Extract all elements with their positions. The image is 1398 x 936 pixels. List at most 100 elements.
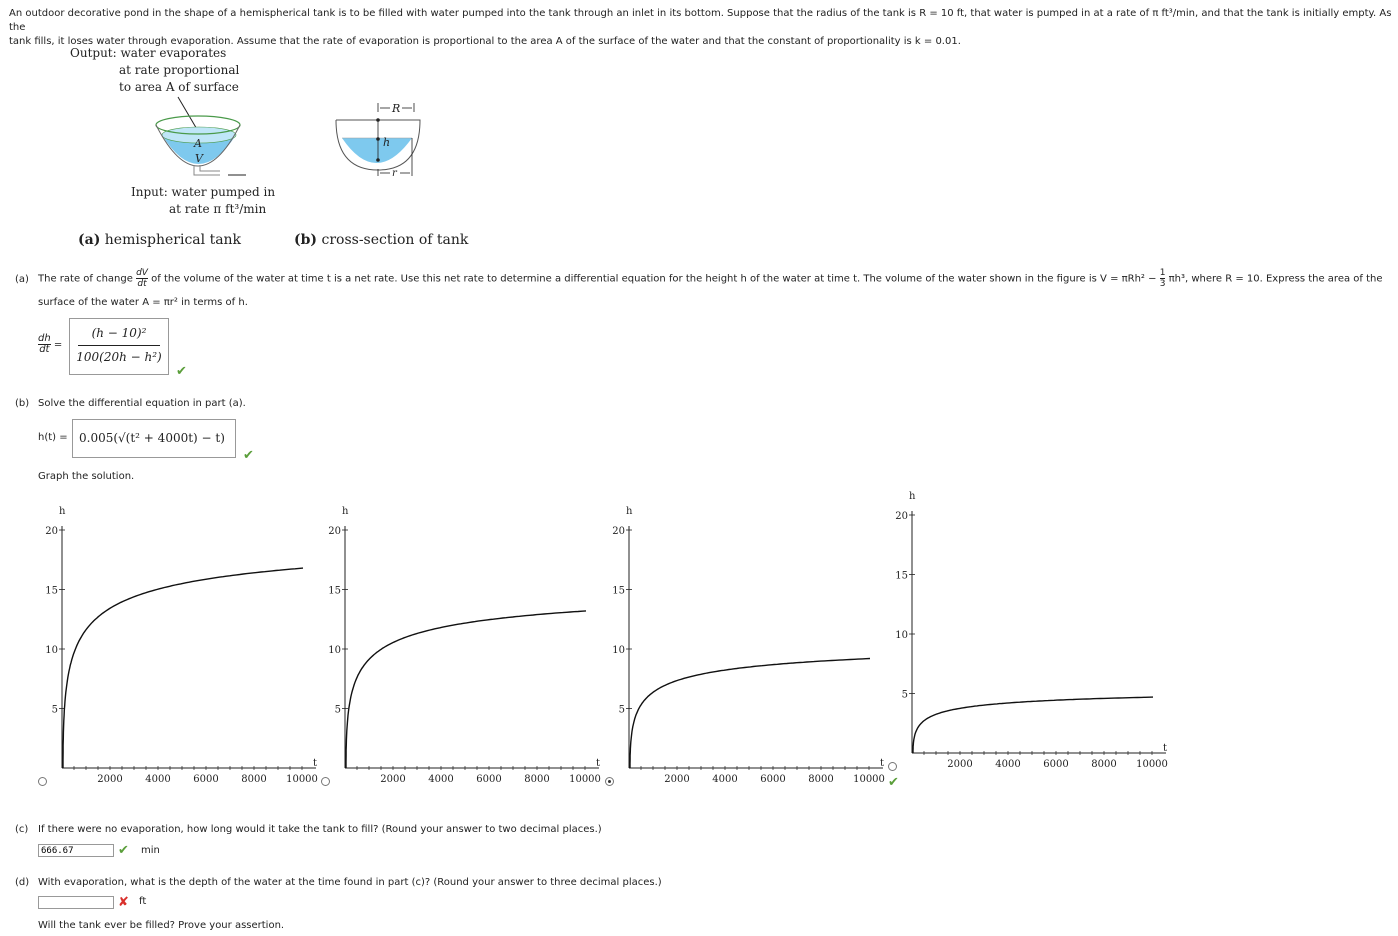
output-line-2: at rate proportional	[119, 63, 240, 77]
problem-intro: An outdoor decorative pond in the shape …	[9, 7, 1394, 49]
caption-b-tag: (b)	[294, 232, 318, 248]
tank-wall	[155, 124, 241, 167]
graph-option-2-radio[interactable]	[321, 777, 330, 786]
part-d-prompt: With evaporation, what is the depth of t…	[38, 877, 662, 888]
graph-option-1-curve	[62, 567, 304, 768]
graph-option-4-check-icon: ✔	[888, 775, 899, 790]
part-c-input[interactable]	[38, 844, 114, 857]
graph-option-4-x-tick-label: 2000	[947, 759, 972, 770]
graph-option-1-y-tick-label: 5	[52, 705, 58, 716]
caption-b-text: cross-section of tank	[321, 232, 469, 248]
graph-option-1-y-tick-label: 10	[45, 645, 58, 656]
graph-option-1-x-tick-label: 6000	[193, 774, 218, 785]
label-r-lower: r	[392, 168, 398, 179]
hemispherical-tank-figure: A V	[155, 96, 246, 176]
graph-options: h t 20 15 10 5 2000 4000 6000 8000 10000 h t 20 15 10 5 2…	[45, 491, 1168, 785]
part-b-answer: 0.005(√(t² + 4000t) − t)	[79, 431, 225, 445]
three: 3	[1159, 279, 1166, 289]
caption-a-text: hemispherical tank	[104, 232, 242, 248]
graph-option-3-curve	[629, 657, 871, 768]
graph-option-3-x-tick-label: 6000	[760, 774, 785, 785]
graph-option-1-y-axis-label: h	[59, 506, 66, 517]
intro-line-2: tank fills, it loses water through evapo…	[9, 36, 961, 47]
graph-option-1-y-tick-label: 20	[45, 526, 58, 537]
graph-option-3-x-tick-label: 10000	[853, 774, 885, 785]
graph-option-4-x-tick-label: 8000	[1091, 759, 1116, 770]
graph-option-1-radio[interactable]	[38, 777, 47, 786]
part-a-text-4: surface of the water A = πr² in terms of…	[38, 297, 248, 308]
inlet-pipe	[193, 165, 220, 176]
output-line-1: Output: water evaporates	[70, 46, 227, 60]
part-d-unit: ft	[139, 896, 147, 907]
part-c-check-icon: ✔	[118, 843, 129, 858]
graph-option-1-x-tick-label: 2000	[97, 774, 122, 785]
graph-option-4-x-tick-label: 10000	[1136, 759, 1168, 770]
dt: dt	[137, 279, 147, 289]
graph-option-3-y-axis-label: h	[626, 506, 633, 517]
dv: dV	[136, 268, 148, 279]
graph-option-2-x-tick-label: 8000	[524, 774, 549, 785]
part-d-input[interactable]	[38, 896, 114, 909]
caption-a-tag: (a)	[78, 232, 101, 248]
graph-option-2-y-tick-label: 15	[328, 586, 341, 597]
output-line-3: to area A of surface	[119, 80, 239, 94]
graph-prompt: Graph the solution.	[38, 471, 135, 482]
part-a-text-3: πh³, where R = 10. Express the area of t…	[1168, 273, 1383, 285]
caption-b: (b) cross-section of tank	[294, 232, 468, 248]
graph-option-2-x-tick-label: 6000	[476, 774, 501, 785]
graph-option-2-y-axis-label: h	[342, 506, 349, 517]
graph-option-1-y-tick-label: 15	[45, 586, 58, 597]
part-b-tag: (b)	[15, 398, 30, 409]
label-h: h	[383, 136, 390, 149]
graph-option-4-y-tick-label: 20	[895, 511, 908, 522]
cross-section-figure: R h r	[335, 102, 421, 179]
graph-option-1-x-tick-label: 8000	[241, 774, 266, 785]
dh: dh	[38, 333, 51, 345]
graph-option-4-y-axis-label: h	[909, 491, 916, 502]
part-b-prompt: Solve the differential equation in part …	[38, 398, 246, 409]
part-a-check-icon: ✔	[176, 364, 187, 379]
graph-option-4-radio[interactable]	[888, 762, 897, 771]
part-b-answer-box[interactable]: 0.005(√(t² + 4000t) − t)	[72, 419, 236, 458]
input-line-2: at rate π ft³/min	[169, 202, 267, 216]
part-a-text-2: of the volume of the water at time t is …	[151, 273, 1157, 285]
graph-option-4-y-tick-label: 5	[902, 690, 908, 701]
graph-option-4-x-tick-label: 4000	[995, 759, 1020, 770]
part-d-followup: Will the tank ever be filled? Prove your…	[38, 920, 285, 931]
dv-dt-fraction: dV dt	[136, 268, 148, 289]
output-arrow	[177, 96, 199, 132]
part-b-check-icon: ✔	[243, 448, 254, 463]
part-c-unit: min	[141, 845, 160, 856]
part-a-text-1: The rate of change	[38, 273, 133, 285]
graph-option-2-curve	[345, 610, 587, 768]
part-a-answer-denominator: 100(20h − h²)	[76, 350, 162, 364]
equals-sign: =	[53, 339, 63, 351]
figure-a-output-label: Output: water evaporates at rate proport…	[70, 45, 239, 96]
caption-a: (a) hemispherical tank	[78, 232, 241, 248]
one: 1	[1159, 268, 1166, 279]
graph-option-3-radio[interactable]	[605, 777, 614, 786]
section-water	[342, 138, 412, 163]
graph-option-2-y-tick-label: 5	[335, 705, 341, 716]
graph-option-1-x-tick-label: 10000	[286, 774, 318, 785]
graph-option-4-y-tick-label: 10	[895, 630, 908, 641]
graph-option-2-x-tick-label: 4000	[428, 774, 453, 785]
part-c-tag: (c)	[15, 824, 29, 835]
part-a-answer-box[interactable]: (h − 10)² 100(20h − h²)	[69, 318, 169, 375]
dh-dt-label: dh dt =	[38, 334, 62, 355]
graph-option-2-y-tick-label: 10	[328, 645, 341, 656]
part-a-tag: (a)	[15, 274, 29, 285]
graph-option-3-x-tick-label: 4000	[712, 774, 737, 785]
graph-option-4-x-tick-label: 6000	[1043, 759, 1068, 770]
graph-option-2-y-tick-label: 20	[328, 526, 341, 537]
graph-option-4-curve	[912, 696, 1154, 753]
graph-option-2-x-tick-label: 2000	[380, 774, 405, 785]
graph-option-3-x-axis-label: t	[880, 758, 884, 769]
graph-option-3-x-tick-label: 8000	[808, 774, 833, 785]
graph-option-1-x-axis-label: t	[313, 758, 317, 769]
part-a-answer-numerator: (h − 10)²	[91, 326, 147, 340]
intro-line-1: An outdoor decorative pond in the shape …	[9, 8, 1392, 33]
graph-option-1-x-tick-label: 4000	[145, 774, 170, 785]
graph-option-4-y-tick-label: 15	[895, 571, 908, 582]
graph-option-3-y-tick-label: 15	[612, 586, 625, 597]
